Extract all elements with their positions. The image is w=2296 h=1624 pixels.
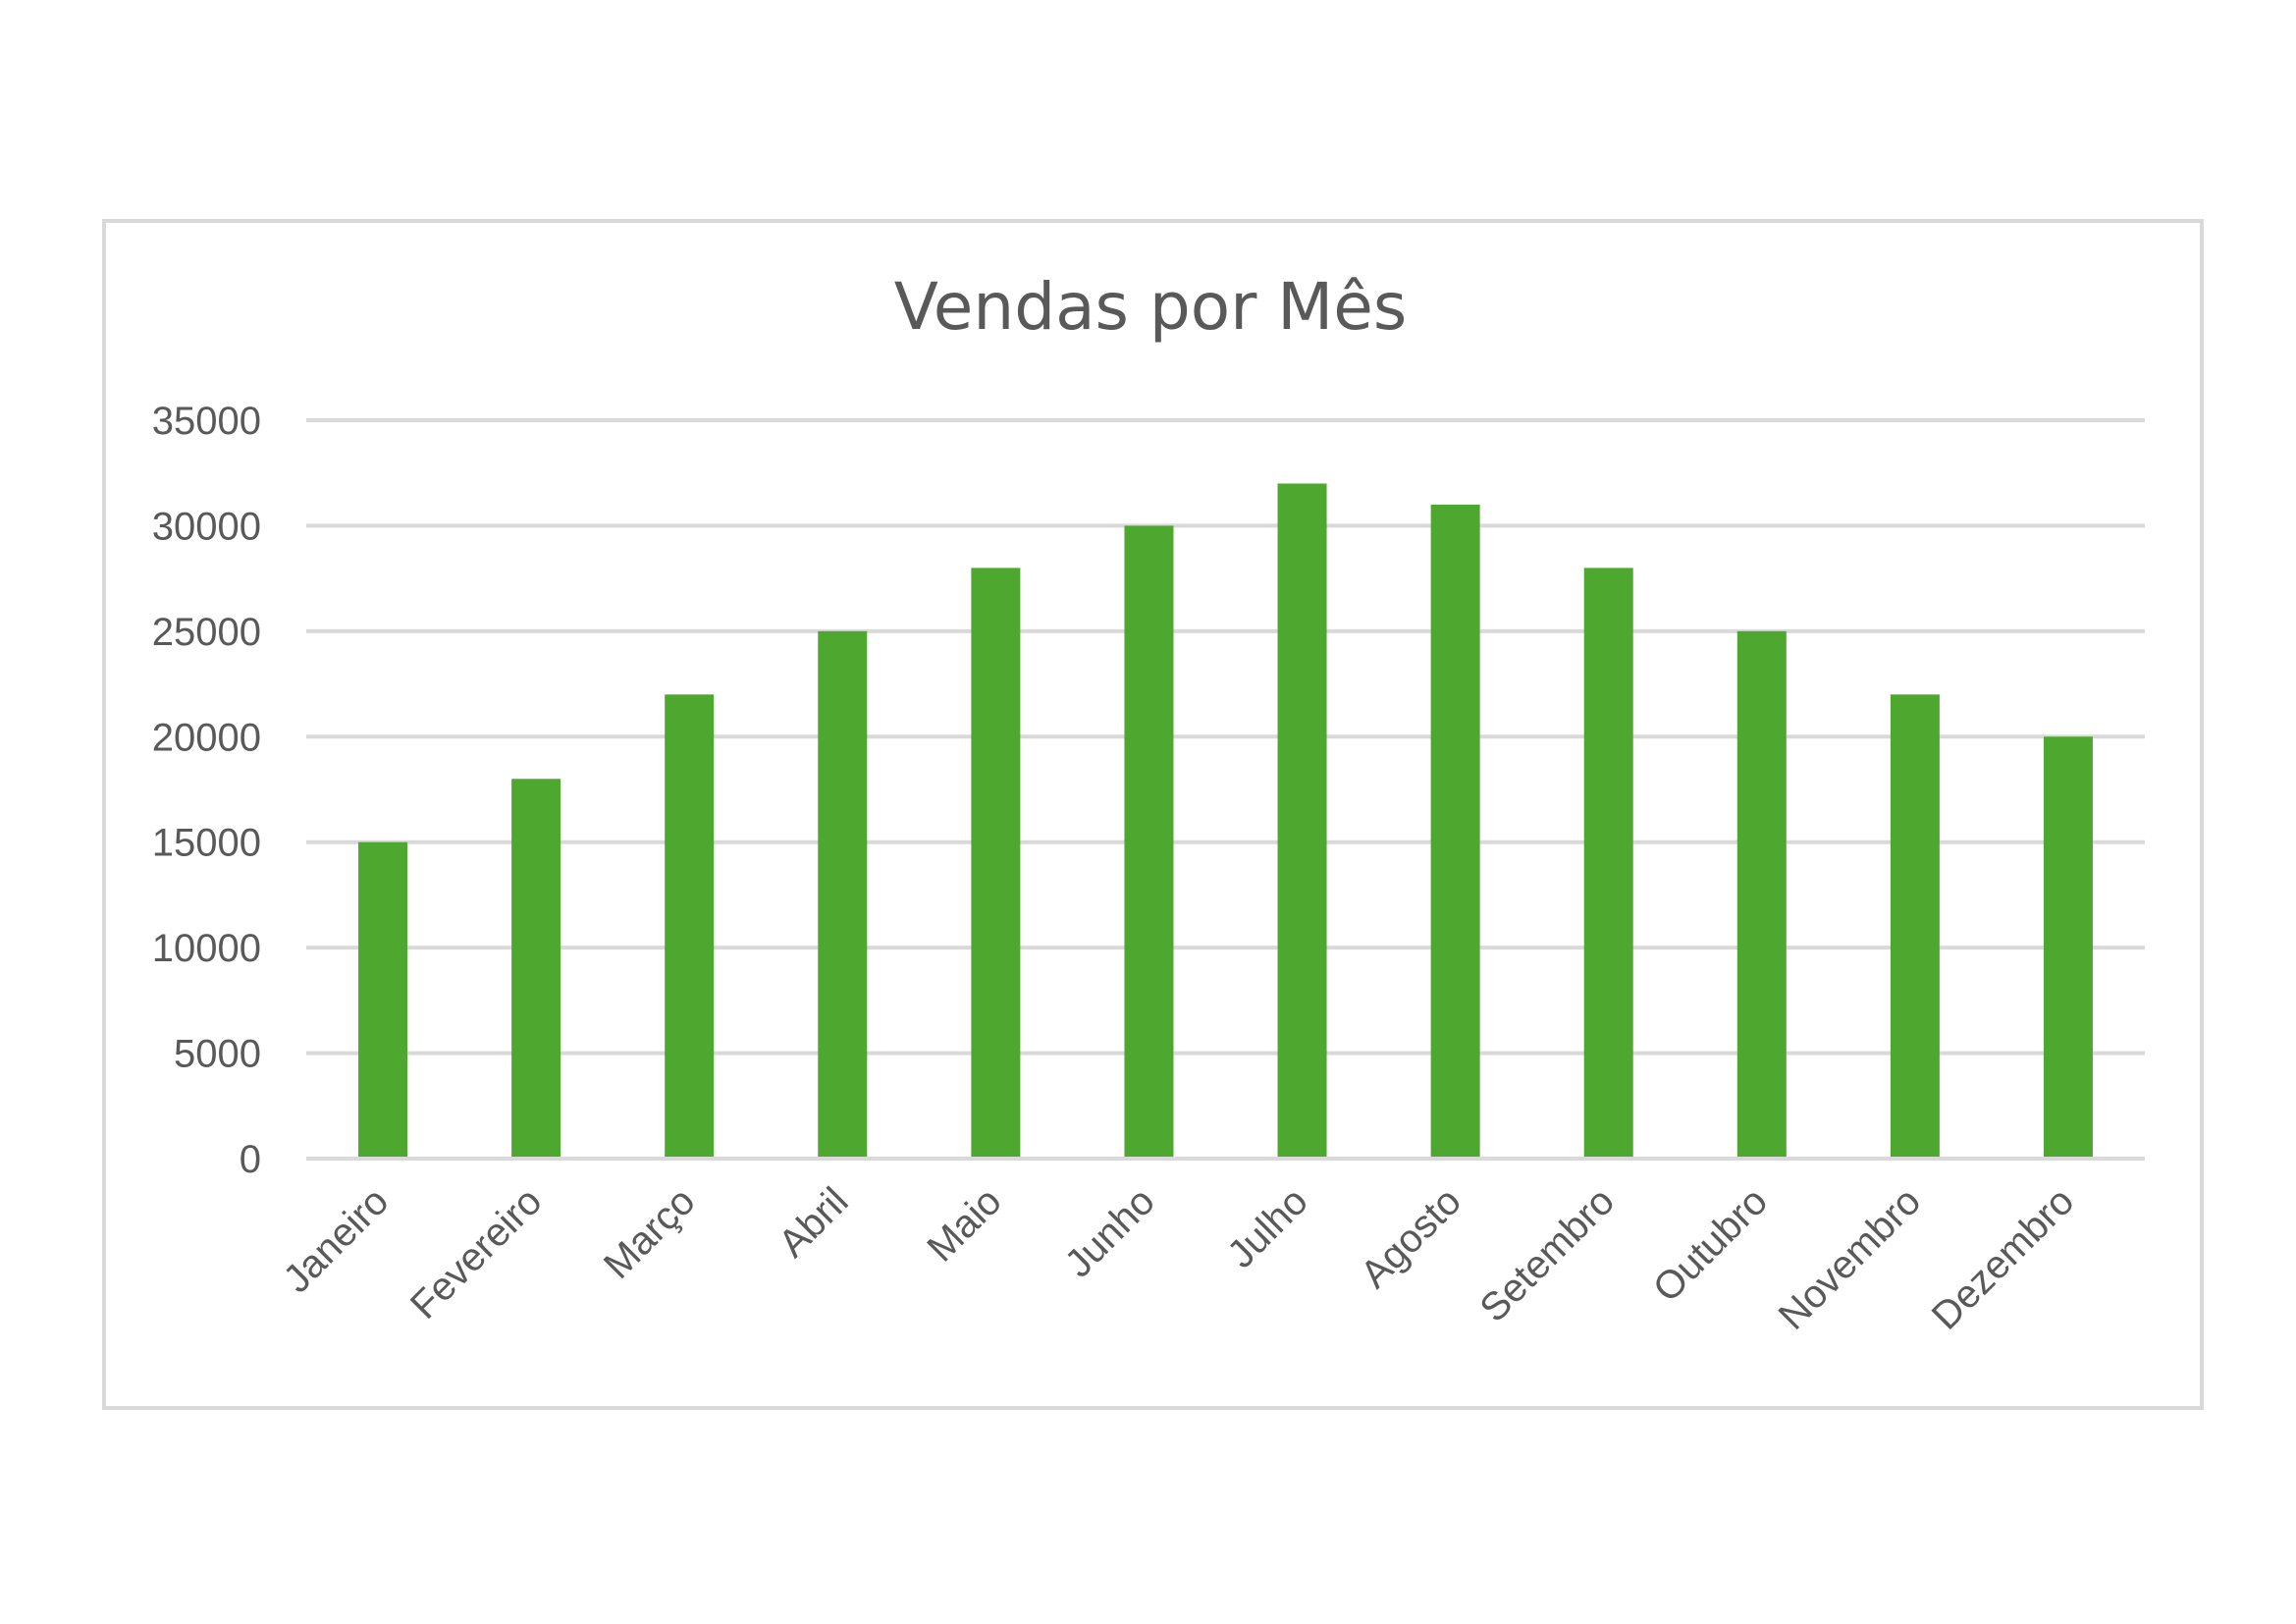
- y-tick-label: 25000: [152, 611, 261, 654]
- bar: [1583, 568, 1633, 1159]
- x-tick-label: Setembro: [1471, 1179, 1623, 1330]
- bar: [1124, 525, 1174, 1159]
- x-tick-label: Dezembro: [1924, 1179, 2083, 1338]
- bar: [1736, 630, 1787, 1159]
- bar: [358, 841, 408, 1159]
- x-tick-label: Outubro: [1645, 1179, 1776, 1310]
- bar: [1890, 694, 1940, 1159]
- y-tick-label: 10000: [152, 927, 261, 970]
- bar: [1277, 483, 1327, 1159]
- x-axis-category-labels: Janeiro Fevereiro Março Abril Maio Junho Julho…: [276, 1179, 2083, 1338]
- y-axis-tick-labels: 0 5000 10000 15000 20000 25000 30000 35000: [152, 400, 261, 1181]
- x-tick-label: Junho: [1057, 1179, 1163, 1285]
- x-tick-label: Maio: [919, 1179, 1009, 1270]
- x-tick-label: Agosto: [1353, 1179, 1469, 1296]
- y-tick-label: 5000: [174, 1033, 261, 1076]
- y-tick-label: 20000: [152, 716, 261, 759]
- x-tick-label: Janeiro: [276, 1179, 398, 1301]
- chart-title: Vendas por Mês: [894, 269, 1408, 345]
- bar: [665, 694, 715, 1159]
- x-tick-label: Março: [596, 1179, 704, 1287]
- x-tick-label: Julho: [1219, 1179, 1316, 1276]
- y-tick-label: 30000: [152, 505, 261, 548]
- x-tick-label: Abril: [771, 1179, 857, 1266]
- bar: [818, 630, 868, 1159]
- bar: [971, 568, 1021, 1159]
- x-tick-label: Fevereiro: [402, 1179, 551, 1327]
- bars: [306, 483, 2145, 1161]
- bar: [2043, 736, 2093, 1159]
- x-tick-label: Novembro: [1771, 1179, 1930, 1338]
- y-tick-label: 35000: [152, 400, 261, 443]
- y-tick-label: 0: [240, 1138, 261, 1181]
- gridlines: [306, 418, 2145, 1161]
- y-tick-label: 15000: [152, 822, 261, 865]
- bar: [511, 779, 561, 1159]
- bar: [1430, 504, 1480, 1159]
